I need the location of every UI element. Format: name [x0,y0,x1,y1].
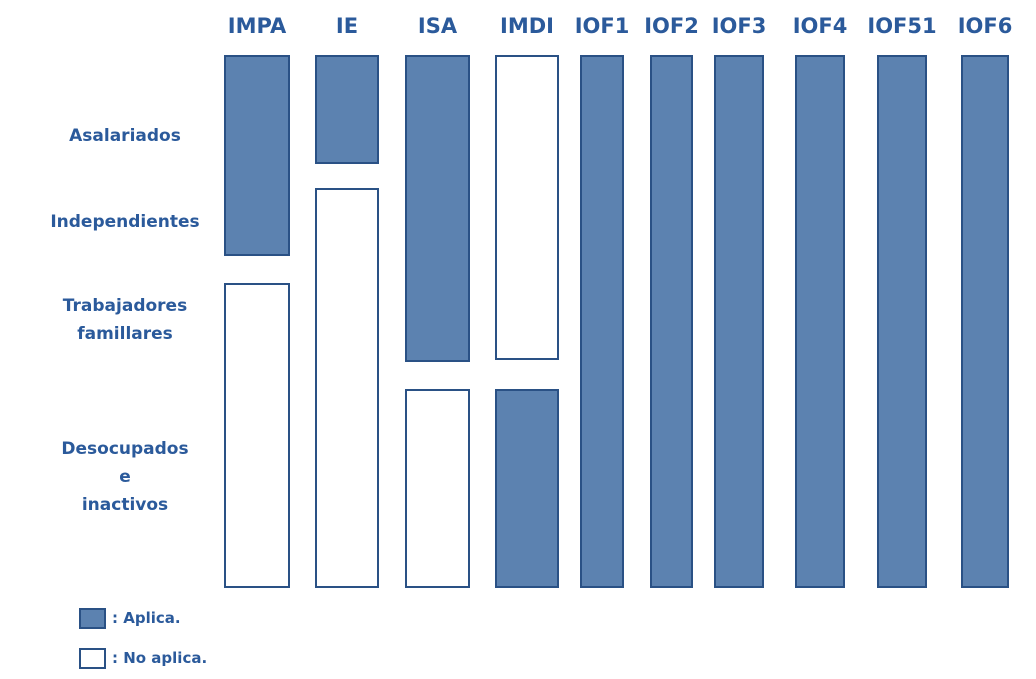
coverage-box-iof3-1 [714,55,764,588]
column-label-ie: IE [335,14,359,38]
column-label-iof6: IOF6 [957,14,1013,38]
coverage-box-isa-2 [405,389,470,588]
legend-label-applies: : Aplica. [112,609,181,627]
coverage-box-ie-1 [315,55,379,164]
coverage-box-iof1-1 [580,55,624,588]
coverage-box-imdi-2 [495,389,559,588]
column-label-iof51: IOF51 [867,14,937,38]
coverage-box-iof2-1 [650,55,693,588]
row-label-3: Trabajadores famillares [62,296,188,344]
row-label-1: Asalariados [69,126,181,146]
legend-swatch-applies [79,608,106,629]
coverage-box-isa-1 [405,55,470,362]
coverage-box-impa-1 [224,55,290,256]
column-label-isa: ISA [417,14,458,38]
column-label-impa: IMPA [227,14,287,38]
column-label-iof1: IOF1 [574,14,630,38]
coverage-box-imdi-1 [495,55,559,360]
coverage-box-iof6-1 [961,55,1009,588]
coverage-box-iof4-1 [795,55,845,588]
column-label-imdi: IMDI [500,14,554,38]
column-label-iof4: IOF4 [792,14,848,38]
row-label-4: Desocupados e inactivos [61,439,189,515]
column-label-iof3: IOF3 [711,14,767,38]
legend-swatch-not-applies [79,648,106,669]
coverage-box-iof51-1 [877,55,927,588]
legend-label-not-applies: : No aplica. [112,649,208,667]
coverage-box-ie-2 [315,188,379,588]
column-label-iof2: IOF2 [644,14,699,38]
row-label-2: Independientes [50,212,200,232]
coverage-box-impa-2 [224,283,290,588]
